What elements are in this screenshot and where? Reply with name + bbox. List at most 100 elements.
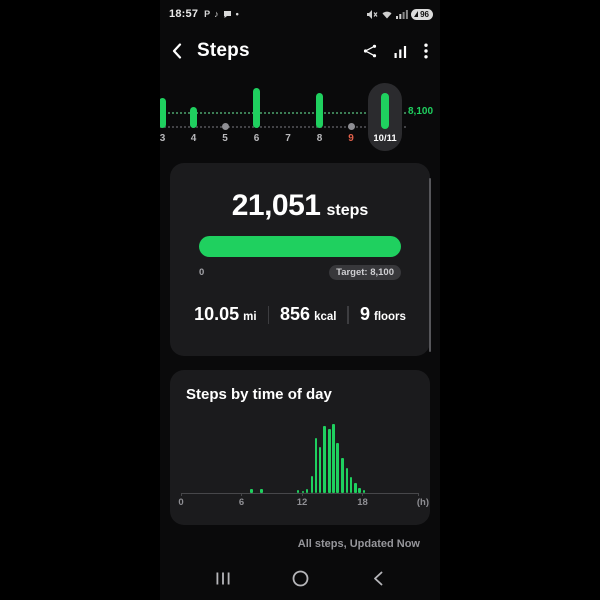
time-card-title: Steps by time of day — [186, 386, 332, 403]
distance-value: 10.05 — [194, 304, 240, 324]
day-bar[interactable] — [253, 88, 260, 128]
day-label[interactable]: 7 — [285, 133, 291, 144]
more-notifications-dot-icon: • — [235, 9, 239, 19]
no-data-dot[interactable] — [221, 123, 229, 130]
distance-stat: 10.05 mi — [194, 304, 256, 325]
floors-value: 9 — [359, 304, 370, 324]
steps-total: 21,051 steps — [170, 189, 430, 223]
recents-icon — [216, 572, 230, 584]
recents-button[interactable] — [213, 568, 233, 588]
phone-screen: 18:57 P ♪ • 96 — [160, 0, 440, 600]
android-nav-bar — [160, 556, 440, 600]
app-header: Steps — [172, 36, 428, 66]
day-bar[interactable] — [190, 107, 197, 128]
day-bar[interactable] — [160, 98, 166, 128]
histogram-bar — [260, 488, 263, 493]
mute-icon — [367, 9, 378, 19]
histogram-bar — [323, 426, 326, 493]
chart-stats-icon[interactable] — [394, 45, 407, 58]
no-data-dot[interactable] — [347, 123, 355, 130]
selected-day-pill[interactable]: 10/11 — [368, 83, 402, 151]
chat-notification-icon — [223, 10, 231, 18]
histogram-bar — [358, 488, 361, 493]
histogram-bar — [305, 488, 309, 493]
histogram-bar — [250, 488, 253, 493]
floors-stat: 9 floors — [360, 304, 406, 325]
x-axis-tick — [181, 493, 182, 496]
baseline-dotted-line — [160, 126, 406, 128]
activity-stats-row: 10.05 mi 856 kcal 9 floors — [170, 304, 430, 325]
day-label[interactable]: 8 — [316, 133, 323, 144]
battery-percent: 96 — [420, 9, 429, 19]
share-icon[interactable] — [363, 44, 377, 58]
calories-stat: 856 kcal — [280, 304, 336, 325]
nav-back-icon — [374, 571, 383, 585]
tiktok-notification-icon: ♪ — [214, 9, 219, 19]
stat-divider — [347, 305, 349, 324]
steps-unit-label: steps — [326, 202, 369, 219]
day-label[interactable]: 3 — [160, 133, 166, 144]
nav-back-button[interactable] — [368, 568, 388, 588]
histogram-bar — [327, 428, 331, 493]
back-icon[interactable] — [172, 43, 182, 59]
target-dotted-line — [160, 112, 406, 114]
histogram-bar — [301, 490, 305, 493]
steps-summary-card: 21,051 steps 0 Target: 8,100 10.05 mi 856… — [170, 163, 430, 356]
x-axis-tick — [418, 493, 419, 496]
selected-day-label: 10/11 — [373, 133, 397, 144]
home-icon — [292, 570, 308, 586]
status-icons: 96 — [366, 8, 433, 20]
target-value-label: 8,100 — [408, 106, 434, 117]
histogram-bar — [314, 437, 318, 493]
x-tick-label: 18 — [357, 497, 368, 508]
x-tick-label: 6 — [238, 497, 245, 508]
week-chart: 8,100 3 4 5 6 7 8 9 10/11 — [160, 75, 440, 157]
histogram-bar — [296, 489, 300, 493]
histogram-bar — [349, 477, 353, 493]
steps-by-time-card: Steps by time of day 0 6 12 18 (h) — [170, 370, 430, 525]
histogram-bar — [345, 468, 349, 493]
goal-progress-bar — [199, 236, 401, 257]
histogram-bar — [354, 483, 357, 493]
wifi-icon — [382, 11, 392, 18]
time-histogram — [181, 422, 421, 493]
histogram-bar — [341, 457, 344, 493]
day-label[interactable]: 6 — [253, 133, 260, 144]
distance-unit: mi — [243, 311, 257, 323]
day-bar[interactable] — [316, 93, 323, 128]
page-title: Steps — [197, 40, 250, 61]
histogram-bar — [318, 446, 322, 493]
histogram-bar — [336, 443, 340, 493]
more-menu-icon[interactable] — [424, 43, 428, 59]
battery-icon: 96 — [411, 8, 433, 20]
calories-unit: kcal — [314, 311, 337, 323]
progress-min-label: 0 — [199, 266, 205, 278]
x-axis-tick — [241, 493, 243, 496]
day-label[interactable]: 5 — [222, 133, 228, 144]
clock: 18:57 — [169, 8, 199, 20]
status-bar: 18:57 P ♪ • 96 — [169, 6, 433, 22]
x-axis-tick — [362, 493, 364, 496]
histogram-bar — [310, 475, 314, 493]
day-label[interactable]: 4 — [190, 133, 197, 144]
x-axis-tick-labels: 0 6 12 18 (h) — [178, 497, 429, 509]
home-button[interactable] — [290, 568, 310, 588]
notification-icons: P ♪ • — [204, 9, 239, 19]
calories-value: 856 — [280, 304, 311, 324]
x-tick-label: 12 — [296, 497, 308, 508]
histogram-bar — [362, 490, 366, 493]
scrollbar-thumb[interactable] — [429, 178, 431, 352]
selected-day-bar — [381, 93, 389, 129]
steps-count: 21,051 — [231, 189, 321, 222]
histogram-bar — [331, 424, 335, 493]
data-source-status: All steps, Updated Now — [297, 538, 420, 550]
signal-icon — [396, 9, 408, 19]
stat-divider — [267, 305, 270, 324]
x-axis-unit-label: (h) — [416, 497, 429, 508]
progress-range-row: 0 Target: 8,100 — [199, 264, 401, 280]
day-label[interactable]: 9 — [348, 133, 354, 144]
target-badge: Target: 8,100 — [329, 264, 401, 280]
paypal-notification-icon: P — [204, 9, 211, 19]
floors-unit: floors — [373, 311, 406, 323]
